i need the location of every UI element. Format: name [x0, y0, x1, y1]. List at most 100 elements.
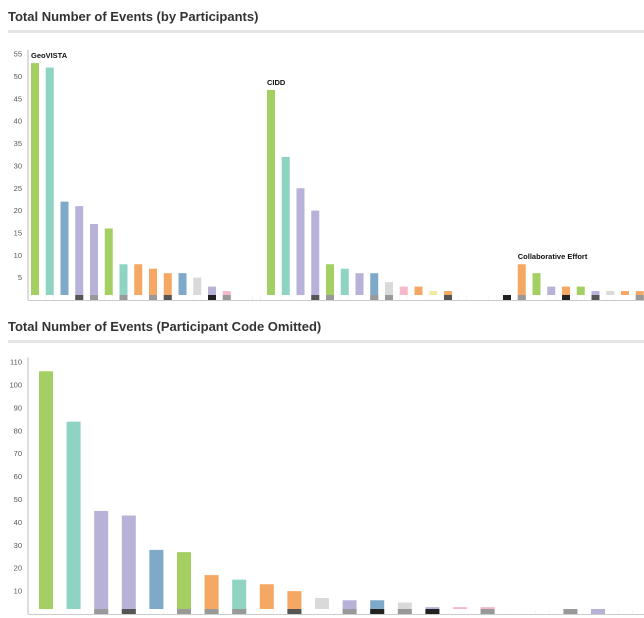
- bar-base-segment: [547, 295, 556, 300]
- bar-base-segment: [532, 295, 541, 300]
- y-tick-label: 10: [14, 251, 22, 260]
- y-tick-label: 30: [14, 541, 22, 550]
- bar-base-segment: [252, 295, 261, 300]
- bar: [104, 228, 113, 300]
- bar-base-segment: [480, 609, 495, 614]
- chart-panel-code-omitted: Total Number of Events (Participant Code…: [0, 305, 644, 618]
- bar-base-segment: [473, 295, 482, 300]
- bar: [355, 273, 364, 300]
- y-tick-label: 30: [14, 161, 22, 170]
- bar: [414, 286, 423, 300]
- bar-base-segment: [535, 609, 550, 614]
- bar-base-segment: [163, 295, 172, 300]
- y-tick-label: 50: [14, 495, 22, 504]
- bar-base-segment: [259, 609, 274, 614]
- code-omitted-bar-chart: 10 20 30 40 50 60 70 80 90 100 110: [9, 357, 644, 615]
- y-tick-label: 20: [14, 206, 22, 215]
- bar: [340, 268, 349, 300]
- y-tick-label: 110: [10, 358, 22, 367]
- bar-base-segment: [60, 295, 69, 300]
- bar: [232, 579, 247, 614]
- bar: [267, 89, 275, 300]
- bar-base-segment: [177, 609, 191, 614]
- bar-base-segment: [508, 609, 523, 614]
- bar-base-segment: [503, 295, 511, 300]
- bar-base-segment: [591, 295, 600, 300]
- y-tick-label: 100: [9, 381, 22, 390]
- y-tick-label: 80: [14, 426, 22, 435]
- bar-base-segment: [75, 295, 84, 300]
- bar-base-segment: [66, 609, 81, 614]
- bar-base-segment: [45, 295, 54, 300]
- bar-base-segment: [576, 295, 585, 300]
- bar: [121, 515, 136, 614]
- bar: [517, 264, 526, 300]
- y-tick-label: 40: [14, 518, 22, 527]
- y-tick-label: 60: [14, 472, 22, 481]
- bar-base-segment: [591, 609, 605, 614]
- bar: [259, 584, 274, 614]
- bar-base-segment: [193, 295, 202, 300]
- bar: [149, 268, 157, 300]
- bar: [370, 273, 379, 300]
- bar-base-segment: [287, 609, 302, 614]
- bar: [75, 206, 84, 300]
- y-tick-label: 15: [14, 228, 22, 237]
- bar-base-segment: [119, 295, 128, 300]
- bar-base-segment: [311, 295, 320, 300]
- bar-base-segment: [232, 609, 247, 614]
- bar-base-segment: [370, 609, 385, 614]
- y-tick-label: 50: [14, 72, 22, 81]
- bar: [397, 602, 412, 614]
- bar-base-segment: [281, 295, 290, 300]
- bar-base-segment: [208, 295, 216, 300]
- bar: [94, 510, 109, 614]
- bar: [562, 286, 570, 300]
- bar-base-segment: [562, 295, 570, 300]
- bar: [90, 224, 98, 300]
- bar: [134, 264, 143, 300]
- y-tick-label: 10: [14, 587, 22, 596]
- bar: [576, 286, 585, 300]
- bar-base-segment: [31, 295, 39, 300]
- bar-base-segment: [134, 295, 143, 300]
- bar-base-segment: [121, 609, 136, 614]
- bar-base-segment: [563, 609, 578, 614]
- chart-title-code-omitted: Total Number of Events (Participant Code…: [8, 319, 322, 334]
- bar-base-segment: [425, 609, 440, 614]
- chart-panel-participants: Total Number of Events (by Participants)…: [0, 0, 644, 305]
- y-tick-label: 35: [14, 139, 22, 148]
- y-tick-label: 70: [14, 449, 22, 458]
- bar: [45, 67, 54, 300]
- bar-base-segment: [355, 295, 364, 300]
- bar: [287, 591, 302, 614]
- bar-base-segment: [340, 295, 349, 300]
- bar-base-segment: [635, 295, 644, 300]
- chart-title-participants: Total Number of Events (by Participants): [8, 9, 259, 24]
- bar-base-segment: [444, 295, 452, 300]
- y-tick-label: 25: [14, 184, 22, 193]
- bar: [547, 286, 556, 300]
- bar-base-segment: [606, 295, 615, 300]
- bar-base-segment: [326, 295, 334, 300]
- bar-base-segment: [621, 295, 629, 300]
- bar: [385, 282, 393, 300]
- bar: [532, 273, 541, 300]
- bar-annotation: CIDD: [267, 78, 286, 87]
- bar-base-segment: [618, 609, 633, 614]
- bar: [177, 552, 191, 614]
- y-tick-label: 90: [14, 403, 22, 412]
- bar: [60, 201, 69, 300]
- bar-base-segment: [178, 295, 187, 300]
- y-tick-label: 20: [14, 564, 22, 573]
- bar-base-segment: [267, 295, 275, 300]
- bar: [178, 273, 187, 300]
- bar-base-segment: [237, 295, 246, 300]
- bar-base-segment: [397, 609, 412, 614]
- bar-annotation: GeoVISTA: [31, 51, 68, 60]
- bar: [31, 63, 39, 301]
- bar: [66, 421, 81, 614]
- bar: [326, 264, 334, 300]
- bar: [193, 277, 202, 300]
- bar-base-segment: [458, 295, 467, 300]
